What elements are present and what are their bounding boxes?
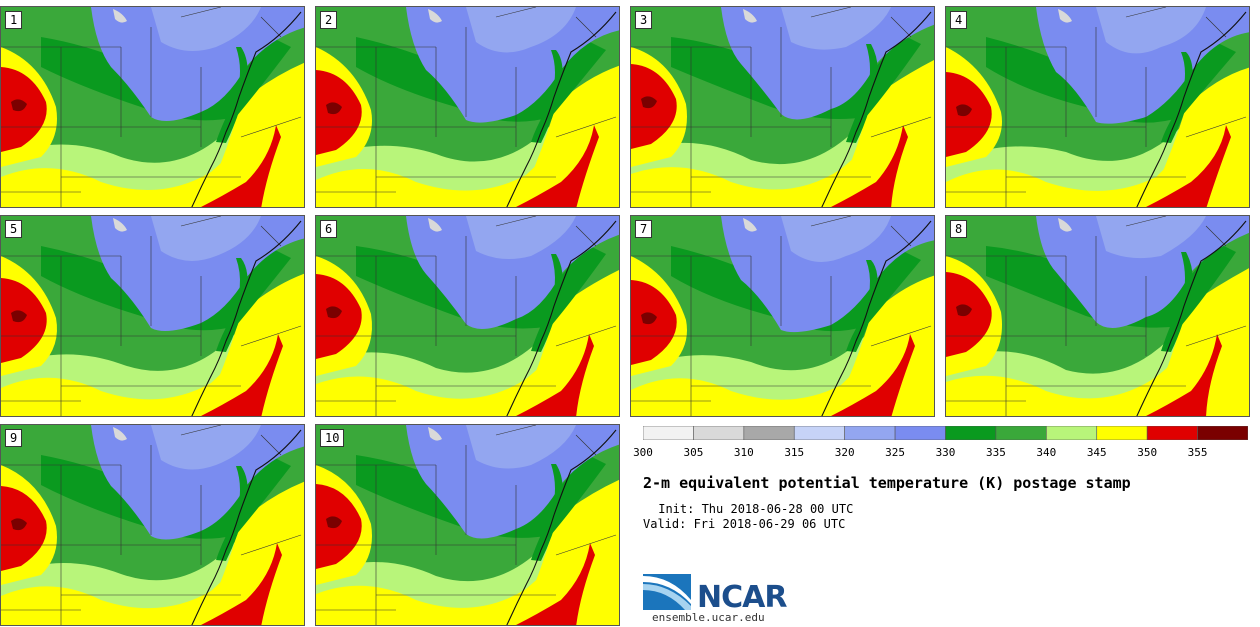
valid-time: Valid: Fri 2018-06-29 06 UTC	[643, 517, 846, 531]
colorbar-tick-label: 345	[1086, 446, 1107, 459]
postage-stamp-panel: 2	[315, 6, 620, 208]
postage-stamp-panel: 4	[945, 6, 1250, 208]
colorbar-swatch	[844, 426, 896, 440]
colorbar-swatch	[894, 426, 946, 440]
init-time: Init: Thu 2018-06-28 00 UTC	[651, 502, 854, 516]
colorbar-swatch	[945, 426, 997, 440]
postage-stamp-panel: 10	[315, 424, 620, 626]
panel-member-label: 5	[5, 220, 23, 238]
colorbar-tick-label: 315	[784, 446, 805, 459]
theta-e-field-map	[946, 7, 1249, 207]
colorbar-swatch	[995, 426, 1047, 440]
colorbar-tick-label: 320	[834, 446, 855, 459]
colorbar-tick-label: 350	[1137, 446, 1158, 459]
postage-stamp-panel: 7	[630, 215, 935, 417]
colorbar-tick-label: 335	[985, 446, 1006, 459]
panel-member-label: 8	[950, 220, 968, 238]
theta-e-field-map	[316, 7, 619, 207]
postage-stamp-panel: 8	[945, 215, 1250, 417]
colorbar-tick-label: 310	[733, 446, 754, 459]
ncar-logo-icon	[643, 574, 691, 610]
theta-e-field-map	[316, 216, 619, 416]
colorbar-swatch	[793, 426, 845, 440]
theta-e-field-map	[631, 7, 934, 207]
colorbar-tick-label: 300	[633, 446, 653, 459]
theta-e-field-map	[631, 216, 934, 416]
colorbar-swatch	[643, 426, 694, 440]
postage-stamp-panel: 6	[315, 215, 620, 417]
colorbar-swatch	[1046, 426, 1098, 440]
panel-member-label: 10	[320, 429, 345, 447]
colorbar-swatch	[693, 426, 745, 440]
theta-e-field-map	[1, 7, 304, 207]
theta-e-field-map	[946, 216, 1249, 416]
postage-stamp-panel: 5	[0, 215, 305, 417]
panel-member-label: 9	[5, 429, 23, 447]
panel-member-label: 7	[635, 220, 653, 238]
ncar-logo-text: NCAR	[697, 580, 787, 615]
colorbar-tick-label: 325	[885, 446, 906, 459]
colorbar-swatch	[1096, 426, 1148, 440]
colorbar-swatch	[1146, 426, 1198, 440]
postage-stamp-panel: 9	[0, 424, 305, 626]
theta-e-field-map	[1, 216, 304, 416]
panel-member-label: 4	[950, 11, 968, 29]
site-url: ensemble.ucar.edu	[652, 611, 765, 624]
panel-member-label: 3	[635, 11, 653, 29]
panel-member-label: 2	[320, 11, 338, 29]
colorbar-swatch	[743, 426, 795, 440]
theta-e-field-map	[316, 425, 619, 625]
postage-stamp-panel: 1	[0, 6, 305, 208]
panel-member-label: 1	[5, 11, 23, 29]
colorbar-tick-label: 340	[1036, 446, 1057, 459]
colorbar-swatch	[1197, 426, 1248, 440]
colorbar	[643, 426, 1248, 440]
panel-member-label: 6	[320, 220, 338, 238]
chart-title: 2-m equivalent potential temperature (K)…	[643, 474, 1131, 492]
colorbar-tick-label: 330	[935, 446, 956, 459]
colorbar-tick-label: 355	[1187, 446, 1208, 459]
colorbar-tick-label: 305	[683, 446, 704, 459]
postage-stamp-panel: 3	[630, 6, 935, 208]
theta-e-field-map	[1, 425, 304, 625]
